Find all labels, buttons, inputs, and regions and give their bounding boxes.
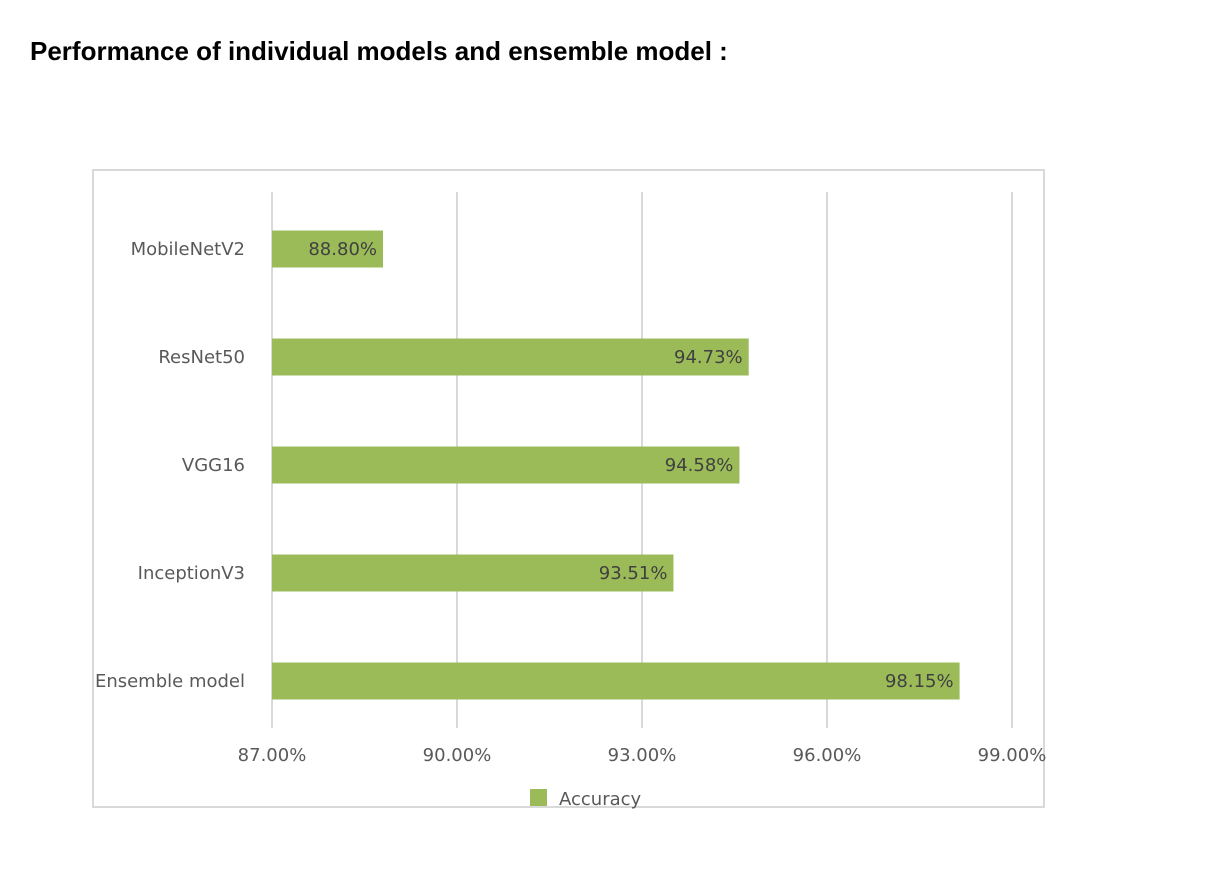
category-label: ResNet50	[158, 347, 245, 368]
bar	[272, 338, 749, 376]
category-label: Ensemble model	[95, 671, 245, 692]
category-label: InceptionV3	[138, 563, 245, 584]
bar	[272, 230, 383, 268]
bar	[272, 446, 740, 484]
legend-swatch	[530, 789, 547, 806]
x-tick-label: 96.00%	[793, 745, 862, 766]
x-tick-label: 87.00%	[238, 745, 307, 766]
data-label: 94.58%	[665, 455, 734, 476]
data-label: 94.73%	[674, 347, 743, 368]
bar	[272, 662, 960, 700]
chart-frame	[92, 169, 1045, 808]
data-label: 98.15%	[885, 671, 954, 692]
data-label: 93.51%	[599, 563, 668, 584]
category-label: MobileNetV2	[131, 239, 245, 260]
legend-label: Accuracy	[559, 789, 642, 810]
x-tick-label: 93.00%	[608, 745, 677, 766]
category-label: VGG16	[182, 455, 245, 476]
page-heading: Performance of individual models and ens…	[30, 36, 728, 66]
x-tick-label: 90.00%	[423, 745, 492, 766]
bar	[272, 554, 674, 592]
data-label: 88.80%	[308, 239, 377, 260]
x-tick-label: 99.00%	[978, 745, 1047, 766]
